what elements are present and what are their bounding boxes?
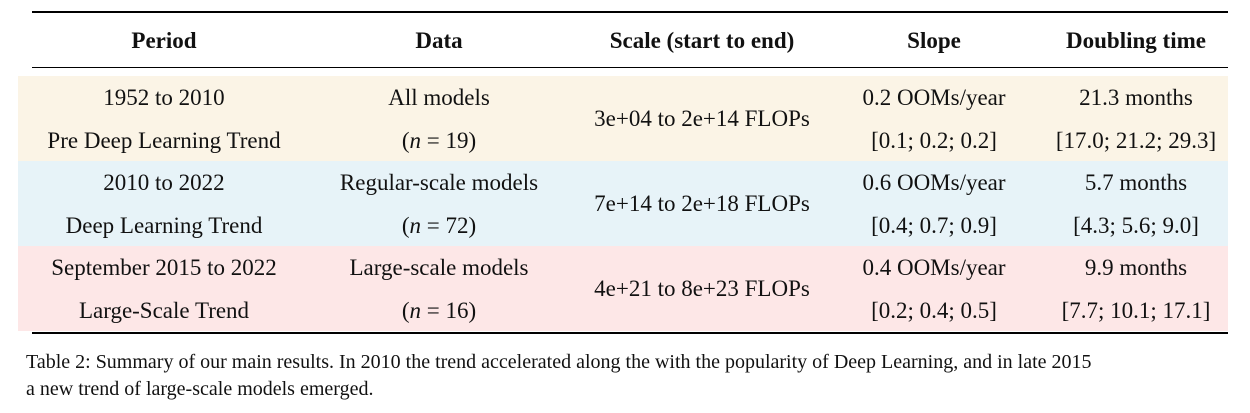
row3-doubling-interval: [7.7; 10.1; 17.1] bbox=[1061, 298, 1211, 323]
caption-line-2: a new trend of large-scale models emerge… bbox=[26, 378, 374, 400]
row3-slope-interval: [0.2; 0.4; 0.5] bbox=[871, 298, 997, 323]
row2-trend-name: Deep Learning Trend bbox=[65, 213, 263, 238]
row1-period: 1952 to 2010 bbox=[103, 85, 225, 110]
row1-slope: 0.2 OOMs/year bbox=[862, 85, 1006, 110]
header-period: Period bbox=[131, 28, 197, 53]
row2-scale: 7e+14 to 2e+18 FLOPs bbox=[594, 191, 810, 216]
row2-slope-interval: [0.4; 0.7; 0.9] bbox=[871, 213, 997, 238]
caption-line-1: Table 2: Summary of our main results. In… bbox=[26, 351, 1092, 373]
row1-doubling: 21.3 months bbox=[1079, 85, 1193, 110]
row1-data: All models bbox=[388, 85, 490, 110]
table-row-large-scale bbox=[18, 246, 1228, 331]
row3-sample-size: (n = 16) bbox=[401, 298, 477, 323]
row1-trend-name: Pre Deep Learning Trend bbox=[47, 128, 281, 153]
row2-slope: 0.6 OOMs/year bbox=[862, 170, 1006, 195]
header-slope: Slope bbox=[907, 28, 961, 53]
row1-doubling-interval: [17.0; 21.2; 29.3] bbox=[1055, 128, 1217, 153]
row2-doubling: 5.7 months bbox=[1084, 170, 1188, 195]
row3-doubling: 9.9 months bbox=[1084, 255, 1188, 280]
table-header-rule bbox=[32, 67, 1228, 68]
table-row-pre-deep-learning bbox=[18, 76, 1228, 161]
row1-sample-size: (n = 19) bbox=[401, 128, 477, 153]
table-top-rule bbox=[32, 11, 1228, 13]
table-row-deep-learning bbox=[18, 161, 1228, 246]
row3-slope: 0.4 OOMs/year bbox=[862, 255, 1006, 280]
header-data: Data bbox=[415, 28, 463, 53]
row2-period: 2010 to 2022 bbox=[103, 170, 225, 195]
table-caption: Table 2: Summary of our main results. In… bbox=[26, 349, 1241, 403]
row1-slope-interval: [0.1; 0.2; 0.2] bbox=[871, 128, 997, 153]
row2-doubling-interval: [4.3; 5.6; 9.0] bbox=[1073, 213, 1199, 238]
row3-scale: 4e+21 to 8e+23 FLOPs bbox=[594, 276, 810, 301]
row1-scale: 3e+04 to 2e+14 FLOPs bbox=[594, 106, 810, 131]
header-doubling-time: Doubling time bbox=[1066, 28, 1206, 53]
row2-sample-size: (n = 72) bbox=[401, 213, 477, 238]
row3-trend-name: Large-Scale Trend bbox=[78, 298, 250, 323]
table-bottom-rule bbox=[32, 332, 1228, 334]
header-scale: Scale (start to end) bbox=[609, 28, 795, 53]
row3-period: September 2015 to 2022 bbox=[51, 255, 277, 280]
row2-data: Regular-scale models bbox=[339, 170, 539, 195]
row3-data: Large-scale models bbox=[349, 255, 529, 280]
